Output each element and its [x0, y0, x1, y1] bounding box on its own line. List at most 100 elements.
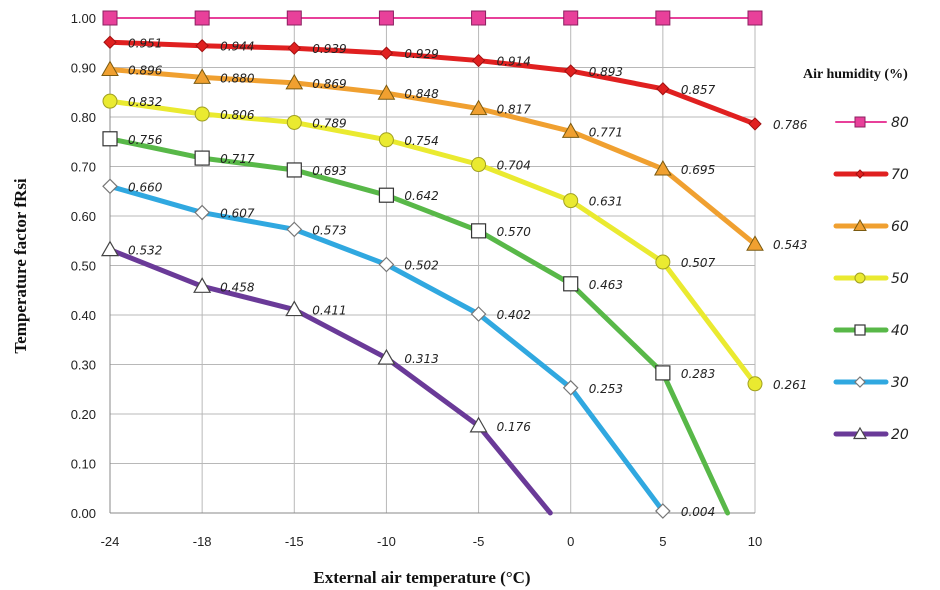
y-tick-label: 0.40	[71, 308, 96, 323]
y-tick-label: 0.10	[71, 457, 96, 472]
data-label: 0.880	[220, 71, 255, 85]
data-label: 0.939	[312, 42, 346, 56]
data-label: 0.832	[128, 95, 162, 109]
marker-square	[102, 131, 118, 147]
marker-diamond	[195, 39, 209, 53]
y-tick-label: 0.80	[71, 110, 96, 125]
y-tick-label: 0.60	[71, 209, 96, 224]
y-tick-label: 1.00	[71, 11, 96, 26]
marker-diamond	[102, 178, 118, 195]
data-label: 0.756	[128, 133, 163, 147]
marker-triangle	[853, 218, 867, 231]
y-tick-label: 0.90	[71, 61, 96, 76]
marker-circle	[747, 376, 763, 392]
data-label: 0.283	[681, 367, 715, 381]
marker-triangle	[852, 426, 868, 440]
legend-label: 80	[891, 115, 909, 131]
x-tick-label: 5	[659, 534, 666, 549]
data-label: 0.771	[589, 125, 623, 139]
data-label: 0.176	[497, 420, 532, 434]
y-axis-title: Temperature factor fRsi	[11, 178, 30, 354]
data-label: 0.543	[773, 238, 807, 252]
marker-square	[286, 162, 302, 178]
marker-triangle	[100, 240, 120, 257]
legend-label: 40	[891, 323, 909, 339]
data-label: 0.004	[681, 505, 715, 519]
marker-square	[563, 10, 579, 26]
data-label: 0.704	[497, 159, 531, 173]
data-label: 0.631	[589, 195, 623, 209]
marker-diamond	[655, 503, 671, 519]
data-label: 0.463	[589, 278, 623, 292]
marker-square	[286, 10, 302, 26]
data-labels: 0.951 0.944 0.939 0.929 0.914 0.893 0.857 0.786…	[128, 36, 808, 519]
marker-circle	[655, 254, 671, 270]
marker-circle	[471, 157, 487, 173]
x-tick-label: -15	[285, 534, 304, 549]
marker-triangle	[469, 99, 488, 116]
series-line-70	[107, 39, 758, 127]
marker-triangle	[285, 300, 304, 317]
data-label: 0.507	[681, 256, 716, 270]
marker-square	[378, 10, 394, 26]
data-label: 0.642	[404, 189, 438, 203]
legend-title: Air humidity (%)	[803, 67, 908, 82]
x-tick-label: 10	[748, 534, 762, 549]
data-label: 0.570	[497, 225, 532, 239]
y-tick-label: 0.50	[71, 259, 96, 274]
x-tick-label: -24	[101, 534, 120, 549]
legend: Air humidity (%) 80 70 60 50 40 30 20	[803, 67, 909, 443]
y-axis-ticks: 0.00 0.10 0.20 0.30 0.40 0.50 0.60 0.70 0.80 0.90…	[71, 11, 96, 521]
marker-triangle	[193, 68, 212, 84]
marker-diamond	[286, 221, 303, 238]
legend-label: 60	[891, 219, 909, 235]
data-label: 0.695	[681, 163, 715, 177]
data-label: 0.857	[681, 83, 716, 97]
marker-triangle	[377, 84, 396, 100]
marker-triangle	[469, 416, 488, 433]
marker-diamond	[194, 204, 210, 221]
x-tick-label: 0	[567, 534, 574, 549]
x-axis-ticks: -24 -18 -15 -10 -5 0 5 10	[101, 534, 763, 549]
data-label: 0.402	[497, 308, 531, 322]
marker-diamond	[562, 379, 579, 396]
data-label: 0.806	[220, 108, 255, 122]
marker-square	[471, 10, 487, 26]
data-label: 0.253	[589, 382, 623, 396]
marker-diamond	[656, 82, 670, 96]
marker-circle	[286, 114, 302, 130]
y-tick-label: 0.00	[71, 506, 96, 521]
data-label: 0.660	[128, 180, 163, 194]
data-label: 0.754	[404, 134, 438, 148]
legend-label: 30	[891, 375, 909, 391]
data-label: 0.261	[773, 378, 807, 392]
data-label: 0.458	[220, 280, 255, 294]
marker-diamond	[379, 46, 394, 60]
marker-triangle	[193, 277, 212, 293]
data-label: 0.717	[220, 152, 255, 166]
marker-triangle	[561, 122, 580, 138]
series-line-50	[107, 98, 758, 387]
marker-diamond	[564, 64, 578, 78]
marker-circle	[563, 193, 579, 209]
data-label: 0.411	[312, 304, 346, 318]
marker-diamond	[854, 376, 866, 388]
marker-square	[854, 324, 866, 336]
data-label: 0.789	[312, 116, 346, 130]
data-label: 0.532	[128, 244, 162, 258]
marker-square	[854, 116, 866, 128]
marker-square	[378, 187, 395, 203]
series-line-20	[107, 247, 553, 516]
marker-diamond	[855, 169, 865, 179]
data-label: 0.693	[312, 164, 346, 178]
marker-diamond	[287, 41, 301, 55]
data-label: 0.607	[220, 207, 255, 221]
marker-diamond	[748, 117, 762, 131]
marker-circle	[194, 106, 210, 122]
marker-diamond	[378, 256, 395, 273]
y-tick-label: 0.30	[71, 358, 96, 373]
data-label: 0.893	[589, 65, 623, 79]
data-label: 0.944	[220, 40, 254, 54]
y-tick-label: 0.70	[71, 160, 96, 175]
